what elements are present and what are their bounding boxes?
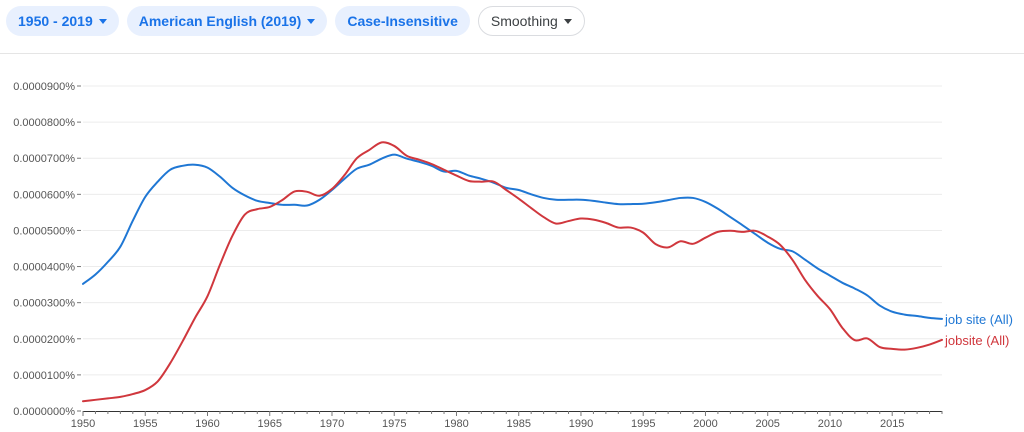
y-tick-label: 0.0000100% — [13, 370, 75, 382]
y-tick-label: 0.0000900% — [13, 81, 75, 93]
grid-lines — [83, 85, 942, 376]
y-tick-label: 0.0000600% — [13, 189, 75, 201]
toolbar-divider — [0, 53, 1024, 54]
x-tick-label: 1960 — [195, 418, 219, 430]
series-line-job-site-all[interactable] — [82, 153, 943, 320]
smoothing-dropdown[interactable]: Smoothing — [477, 6, 585, 36]
x-tick-label: 2000 — [693, 418, 717, 430]
x-tick-label: 1950 — [71, 418, 95, 430]
y-tick-label: 0.0000200% — [13, 334, 75, 346]
case-label: Case-Insensitive — [347, 13, 458, 29]
caret-down-icon — [307, 19, 316, 24]
x-tick-label: 1955 — [133, 418, 157, 430]
corpus-dropdown[interactable]: American English (2019) — [126, 6, 328, 36]
y-tick-label: 0.0000000% — [13, 406, 75, 418]
series-line-jobsite-all[interactable] — [82, 141, 943, 403]
x-tick-label: 1970 — [320, 418, 344, 430]
axes: 0.0000000% 0.0000100% 0.0000200% 0.0000300%… — [13, 81, 943, 430]
caret-down-icon — [563, 19, 572, 24]
y-tick-label: 0.0000300% — [13, 298, 75, 310]
corpus-label: American English (2019) — [138, 13, 302, 29]
series-label-jobsite-all[interactable]: jobsite (All) — [944, 333, 1009, 348]
x-tick-label: 1995 — [631, 418, 655, 430]
y-tick-label: 0.0000700% — [13, 153, 75, 165]
x-tick-label: 2005 — [755, 418, 779, 430]
case-insensitive-toggle[interactable]: Case-Insensitive — [335, 6, 470, 36]
x-tick-label: 2010 — [818, 418, 842, 430]
series-labels: job site (All) jobsite (All) — [944, 312, 1013, 348]
x-tick-label: 1990 — [569, 418, 593, 430]
x-tick-label: 1985 — [506, 418, 530, 430]
y-tick-label: 0.0000400% — [13, 262, 75, 274]
caret-down-icon — [98, 19, 107, 24]
smoothing-label: Smoothing — [490, 13, 558, 29]
x-tick-label: 1980 — [444, 418, 468, 430]
x-tick-label: 2015 — [880, 418, 904, 430]
series-label-job-site-all[interactable]: job site (All) — [944, 312, 1013, 327]
year-range-label: 1950 - 2019 — [18, 13, 93, 29]
x-tick-label: 1975 — [382, 418, 406, 430]
x-tick-label: 1965 — [257, 418, 281, 430]
year-range-dropdown[interactable]: 1950 - 2019 — [6, 6, 119, 36]
series-lines — [82, 141, 943, 403]
y-tick-label: 0.0000800% — [13, 117, 75, 129]
toolbar: 1950 - 2019 American English (2019) Case… — [6, 5, 585, 37]
y-tick-label: 0.0000500% — [13, 225, 75, 237]
